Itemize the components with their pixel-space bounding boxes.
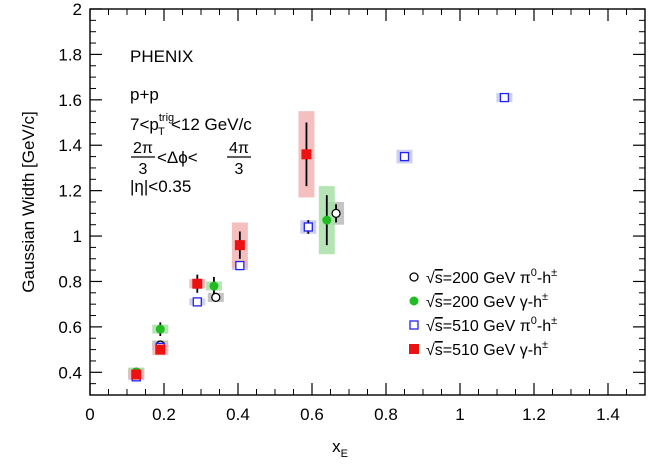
legend-s: s (435, 318, 443, 335)
legend-entry-3: √s=510 GeV π0-h± (426, 315, 557, 335)
x-tick-label: 0.4 (226, 405, 250, 424)
legend-entry-2: √s=200 GeV γ-h± (426, 291, 548, 311)
series-1-point (211, 292, 221, 303)
legend-mid: -h (537, 318, 551, 335)
legend: √s=200 GeV π0-h±√s=200 GeV γ-h±√s=510 Ge… (409, 267, 557, 359)
series-2-point (155, 324, 165, 334)
dphi-left-num: 2π (133, 140, 153, 157)
data-markers (131, 92, 510, 382)
legend-sup-2: ± (542, 339, 548, 351)
pt-cut-label: 7<ptrig T <12 GeV/c (130, 112, 252, 138)
legend-s: s (435, 270, 443, 287)
legend-mid: -h (537, 270, 551, 287)
series-2-point (209, 281, 219, 291)
x-axis-label-main: x (332, 437, 341, 456)
series-1-point (331, 208, 341, 219)
series-4-point (155, 344, 166, 355)
x-axis-label-sub: E (341, 448, 348, 460)
legend-marker-4 (409, 344, 419, 354)
pt-cut-sup: trig (159, 112, 174, 124)
x-tick-label: 0.6 (300, 405, 324, 424)
legend-marker-3 (409, 320, 419, 330)
series-4-point (192, 278, 203, 289)
x-tick-label: 1 (455, 405, 464, 424)
y-tick-label: 0.6 (58, 318, 82, 337)
series-3-point (235, 260, 245, 271)
series-4-point (234, 240, 245, 251)
legend-root-sign: √ (426, 342, 435, 359)
pt-cut-post: <12 GeV/c (171, 115, 252, 134)
y-tick-label: 1 (73, 227, 82, 246)
x-tick-label: 1.4 (596, 405, 620, 424)
legend-text: =200 GeV γ (443, 294, 528, 311)
experiment-label: PHENIX (130, 47, 193, 66)
dphi-right-num: 4π (229, 140, 249, 157)
legend-root-sign: √ (426, 294, 435, 311)
legend-marker-1 (409, 272, 419, 282)
eta-cut-label: |η|<0.35 (130, 177, 191, 196)
system-label: p+p (130, 85, 159, 104)
legend-sup-2: ± (542, 291, 548, 303)
legend-entry-1: √s=200 GeV π0-h± (426, 267, 557, 287)
dphi-cut-label: 2π 3 <Δϕ< 4π 3 (131, 140, 251, 178)
x-tick-label: 0.2 (152, 405, 176, 424)
dphi-middle: <Δϕ< (157, 148, 198, 167)
x-tick-label: 1.2 (522, 405, 546, 424)
pt-cut-pre: 7<p (130, 115, 159, 134)
legend-mid: -h (528, 294, 542, 311)
series-4-point (131, 369, 142, 380)
legend-text: =510 GeV γ (443, 342, 528, 359)
y-tick-label: 0.8 (58, 272, 82, 291)
legend-text: =510 GeV π (443, 318, 531, 335)
series-3-point (499, 92, 510, 103)
legend-root-sign: √ (426, 318, 435, 335)
legend-sup-2: ± (551, 267, 557, 279)
annotation-block: PHENIX p+p 7<ptrig T <12 GeV/c 2π 3 <Δϕ< 4… (130, 47, 252, 196)
x-axis-label: xE (332, 437, 348, 460)
plot-frame (89, 8, 646, 396)
y-tick-label: 2 (73, 0, 82, 19)
legend-mid: -h (528, 342, 542, 359)
series-2-point (322, 215, 332, 225)
series-3-point (399, 151, 410, 162)
legend-root-sign: √ (426, 270, 435, 287)
legend-s: s (435, 294, 443, 311)
pt-cut-sub: T (158, 126, 165, 138)
x-tick-label: 0 (85, 405, 94, 424)
series-4-point (301, 149, 312, 160)
dphi-left-den: 3 (139, 161, 148, 178)
legend-text: =200 GeV π (443, 270, 531, 287)
legend-sup-1: 0 (531, 315, 537, 327)
dphi-right-den: 3 (235, 161, 244, 178)
series-3-point (303, 222, 313, 232)
y-tick-label: 1.8 (58, 45, 82, 64)
legend-entry-4: √s=510 GeV γ-h± (426, 339, 548, 359)
systematic-bands (128, 93, 513, 381)
series-3-point (192, 297, 202, 307)
y-axis-label: Gaussian Width [GeV/c] (19, 111, 38, 292)
legend-sup-1: 0 (531, 267, 537, 279)
y-tick-label: 1.2 (58, 182, 82, 201)
legend-marker-2 (409, 296, 419, 306)
y-tick-label: 0.4 (58, 363, 82, 382)
y-tick-label: 1.4 (58, 136, 82, 155)
y-tick-label: 1.6 (58, 91, 82, 110)
axis-ticks: 0 0.2 0.4 0.6 0.8 1 1.2 1.4 0.4 0.6 0.8 1 1.2 1.4 1.6 1… (58, 0, 646, 424)
legend-sup-2: ± (551, 315, 557, 327)
legend-s: s (435, 342, 443, 359)
x-tick-label: 0.8 (374, 405, 398, 424)
